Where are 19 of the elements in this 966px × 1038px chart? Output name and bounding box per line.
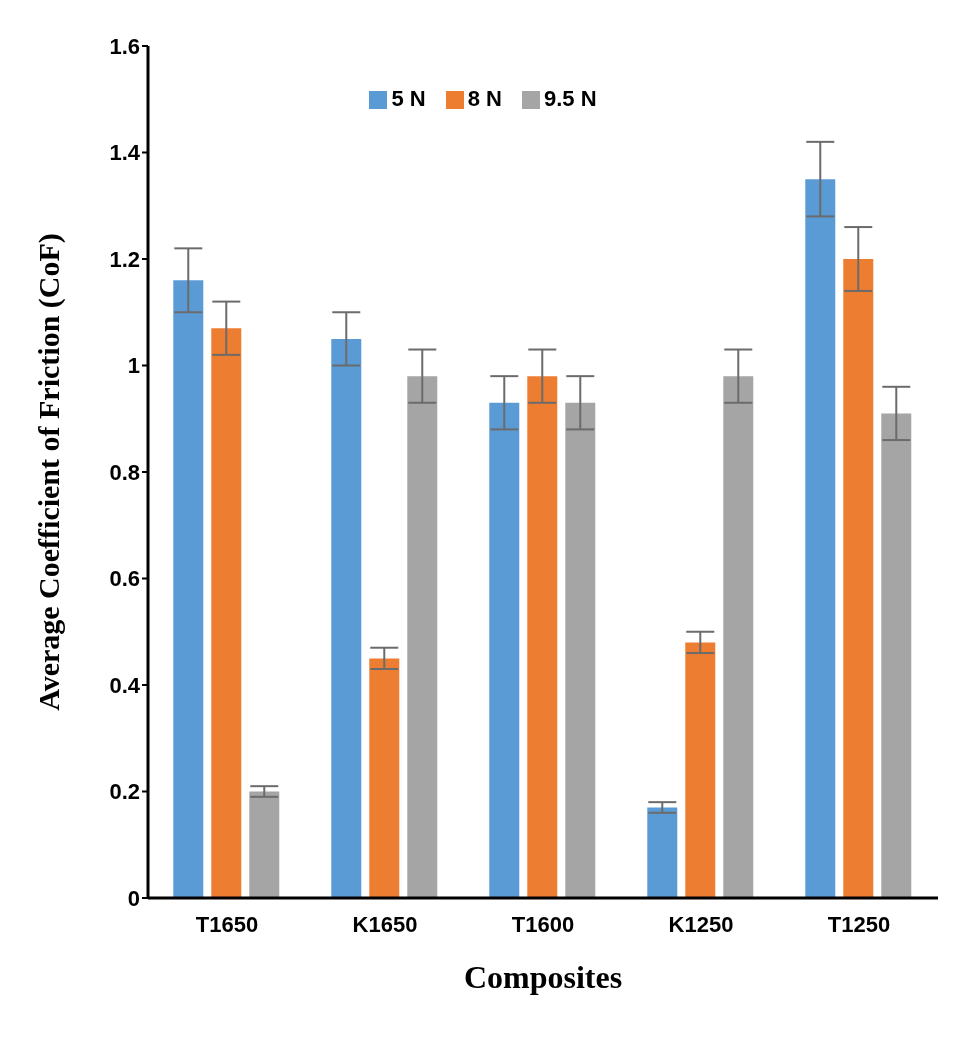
y-tick-label: 0.6	[109, 566, 140, 592]
y-tick-label: 1.6	[109, 33, 140, 59]
x-tick-label: T1250	[827, 911, 891, 937]
y-tick-label: 0.2	[109, 779, 140, 805]
x-tick-label: K1250	[668, 911, 734, 937]
legend-label: 5 N	[391, 86, 426, 111]
legend-label: 9.5 N	[543, 86, 597, 111]
y-tick-label: 0.8	[109, 459, 140, 485]
y-tick-label: 0	[127, 885, 140, 911]
x-axis-title: Composites	[463, 959, 623, 995]
x-tick-label: K1650	[352, 911, 418, 937]
y-tick-label: 0.4	[109, 672, 141, 698]
x-tick-label: T1650	[195, 911, 259, 937]
legend-label: 8 N	[467, 86, 502, 111]
y-axis-title: Average Coefficient of Friction (CoF)	[31, 233, 66, 711]
y-tick-label: 1.2	[109, 246, 140, 272]
y-tick-label: 1.4	[109, 140, 141, 166]
x-tick-label: T1600	[511, 911, 575, 937]
y-tick-label: 1	[127, 353, 140, 379]
